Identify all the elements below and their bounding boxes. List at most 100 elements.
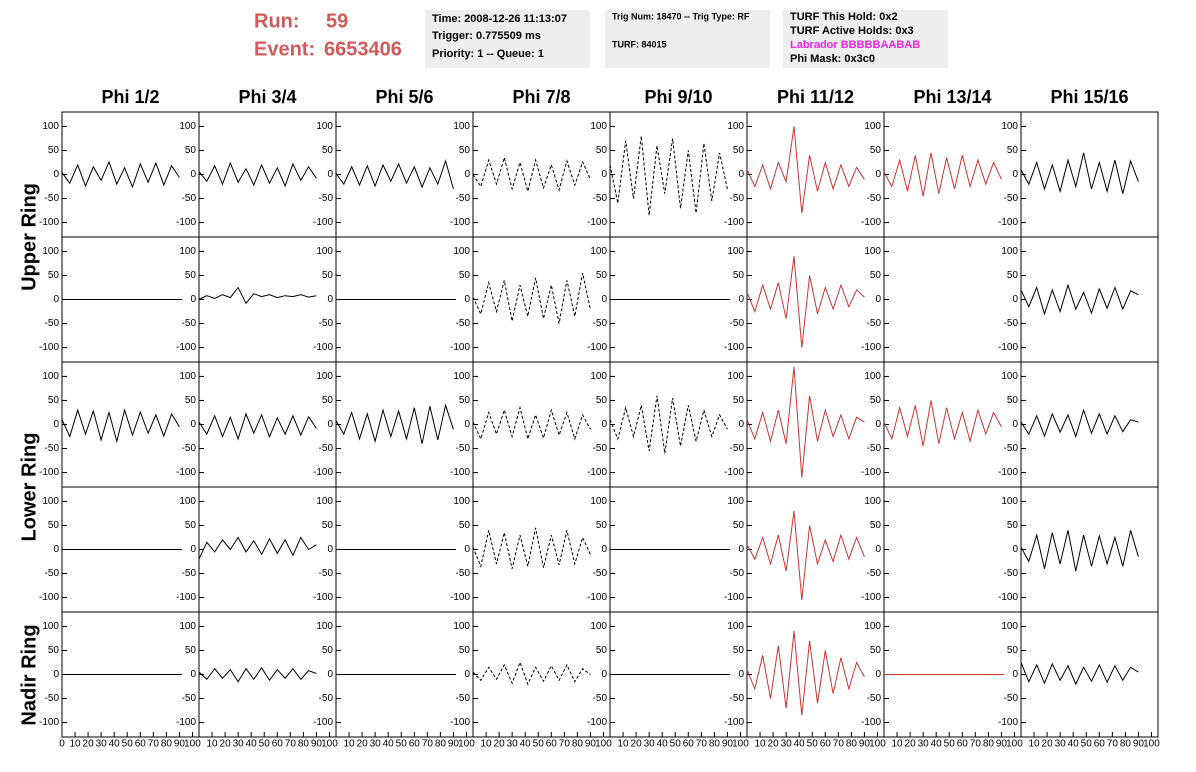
x-tick-label: 30: [1055, 739, 1067, 750]
y-tick-label: -50: [456, 443, 471, 454]
info-text: TURF This Hold: 0x2: [790, 11, 898, 23]
y-tick-label: 50: [185, 520, 197, 531]
y-tick-label: 50: [185, 645, 197, 656]
y-tick-label: -100: [313, 342, 333, 353]
y-tick-label: 100: [864, 496, 881, 507]
x-tick-label: 70: [559, 739, 571, 750]
x-tick-label: 30: [370, 739, 382, 750]
x-tick-label: 70: [1107, 739, 1119, 750]
y-tick-label: -50: [593, 318, 608, 329]
y-tick-label: 50: [870, 520, 882, 531]
y-tick-label: 50: [733, 270, 745, 281]
y-tick-label: 50: [459, 645, 471, 656]
y-tick-label: 0: [53, 544, 59, 555]
y-tick-label: 0: [875, 544, 881, 555]
y-tick-label: 50: [322, 270, 334, 281]
y-tick-label: 100: [590, 371, 607, 382]
y-tick-label: -100: [450, 342, 470, 353]
y-tick-label: -50: [456, 568, 471, 579]
x-tick-label: 90: [996, 739, 1008, 750]
x-tick-label: 40: [1068, 739, 1080, 750]
waveform: [472, 527, 591, 569]
x-tick-label: 40: [931, 739, 943, 750]
y-tick-label: 100: [864, 621, 881, 632]
x-tick-label: 100: [869, 739, 886, 750]
y-tick-label: 100: [1001, 371, 1018, 382]
x-tick-label: 90: [722, 739, 734, 750]
y-tick-label: 0: [464, 669, 470, 680]
y-tick-label: 50: [48, 645, 60, 656]
x-tick-label: 20: [631, 739, 643, 750]
y-tick-label: 0: [738, 544, 744, 555]
x-tick-label: 90: [174, 739, 186, 750]
y-tick-label: 50: [1007, 395, 1019, 406]
y-tick-label: 50: [1007, 520, 1019, 531]
y-tick-label: 100: [42, 371, 59, 382]
x-tick-label: 40: [383, 739, 395, 750]
y-tick-label: -100: [450, 467, 470, 478]
y-tick-label: 50: [596, 270, 608, 281]
y-tick-label: -50: [867, 193, 882, 204]
y-tick-label: -50: [182, 318, 197, 329]
x-tick-label: 80: [1120, 739, 1132, 750]
waveform: [609, 395, 728, 454]
x-tick-label: 60: [409, 739, 421, 750]
y-tick-label: 100: [727, 621, 744, 632]
y-tick-label: 100: [42, 496, 59, 507]
y-tick-label: -50: [867, 443, 882, 454]
y-tick-label: 50: [733, 645, 745, 656]
y-tick-label: -50: [730, 318, 745, 329]
y-tick-label: 100: [590, 621, 607, 632]
y-tick-label: 50: [322, 395, 334, 406]
y-tick-label: 50: [459, 395, 471, 406]
waveform: [198, 286, 317, 305]
y-tick-label: 100: [42, 121, 59, 132]
y-tick-label: -50: [182, 193, 197, 204]
x-tick-label: 10: [754, 739, 766, 750]
waveform: [746, 631, 865, 716]
y-tick-label: 100: [453, 121, 470, 132]
x-tick-label: 90: [1133, 739, 1145, 750]
y-tick-label: 100: [453, 621, 470, 632]
y-tick-label: 100: [864, 246, 881, 257]
x-tick-label: 30: [96, 739, 108, 750]
x-tick-label: 100: [732, 739, 749, 750]
y-tick-label: -100: [724, 717, 744, 728]
x-tick-label: 80: [572, 739, 584, 750]
y-tick-label: 100: [727, 496, 744, 507]
y-tick-label: -100: [998, 342, 1018, 353]
y-tick-label: -100: [176, 342, 196, 353]
y-tick-label: -50: [182, 443, 197, 454]
y-tick-label: -100: [861, 467, 881, 478]
y-tick-label: 100: [316, 246, 333, 257]
column-title: Phi 11/12: [777, 87, 854, 107]
y-tick-label: 50: [322, 520, 334, 531]
y-tick-label: -100: [313, 217, 333, 228]
x-tick-label: 40: [246, 739, 258, 750]
y-tick-label: 0: [875, 669, 881, 680]
waveform: [746, 256, 865, 348]
y-tick-label: 100: [1001, 621, 1018, 632]
waveform: [198, 412, 317, 441]
info-text: TURF Active Holds: 0x3: [790, 25, 914, 37]
x-tick-label: 80: [983, 739, 995, 750]
y-tick-label: 100: [590, 246, 607, 257]
y-tick-label: -100: [724, 592, 744, 603]
y-tick-label: -100: [39, 342, 59, 353]
y-tick-label: 0: [327, 544, 333, 555]
y-tick-label: 0: [53, 294, 59, 305]
x-tick-label: 60: [1094, 739, 1106, 750]
y-tick-label: -100: [39, 467, 59, 478]
x-tick-label: 20: [768, 739, 780, 750]
x-tick-label: 70: [422, 739, 434, 750]
x-tick-label: 40: [520, 739, 532, 750]
y-tick-label: 0: [190, 669, 196, 680]
y-tick-label: -50: [867, 693, 882, 704]
y-tick-label: 50: [596, 645, 608, 656]
y-tick-label: -100: [724, 217, 744, 228]
x-tick-label: 90: [859, 739, 871, 750]
x-tick-label: 80: [846, 739, 858, 750]
y-tick-label: 0: [738, 419, 744, 430]
x-tick-label: 10: [343, 739, 355, 750]
